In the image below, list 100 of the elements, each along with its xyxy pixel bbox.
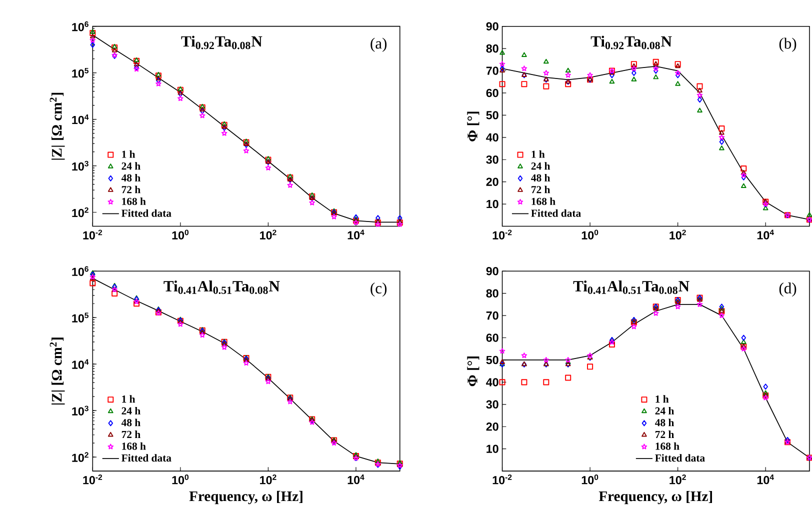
legend-label: 24 h: [655, 407, 674, 414]
legend-label: 72 h: [655, 430, 674, 438]
legend-label: 1 h: [122, 395, 136, 403]
legend-label: 168 h: [122, 442, 146, 450]
y-tick-label: 60: [486, 334, 498, 342]
point: [652, 66, 659, 72]
x-tick-label: 10$^{4}$: [348, 230, 364, 240]
point: [287, 182, 294, 188]
point: [740, 166, 747, 172]
point: [522, 52, 527, 58]
point: [719, 146, 724, 150]
point: [156, 78, 161, 84]
x-tick-label: 10$^{2}$: [670, 474, 686, 484]
point: [610, 72, 614, 78]
point: [90, 42, 96, 48]
y-tick-label: 10$^{5}$: [72, 312, 89, 323]
point: [221, 130, 228, 136]
point: [90, 34, 96, 38]
point: [609, 78, 615, 84]
point: [156, 76, 162, 80]
point: [697, 88, 702, 93]
y-tick-label: 10$^{4}$: [72, 114, 89, 124]
point: [243, 360, 250, 366]
y-tick-label: 10$^{3}$: [72, 161, 88, 171]
legend-label: 24 h: [122, 407, 140, 414]
y-tick-label: 10$^{6}$: [72, 266, 88, 276]
annotation: (b): [779, 38, 796, 52]
y-tick-label: 20: [486, 178, 498, 186]
point: [675, 81, 680, 86]
point: [565, 72, 571, 78]
point: [521, 66, 528, 72]
y-axis-title: Φ [°]: [467, 356, 480, 386]
annotation: (a): [370, 38, 387, 52]
legend-label: 24 h: [122, 162, 140, 170]
point: [696, 92, 703, 98]
point: [806, 212, 812, 218]
legend-label: 48 h: [121, 418, 140, 426]
legend-label: Fitted data: [121, 454, 172, 462]
point: [652, 58, 659, 65]
point: [696, 83, 703, 90]
point: [697, 297, 702, 302]
point: [587, 364, 594, 370]
point: [499, 61, 506, 67]
point: [500, 359, 505, 364]
y-axis-title: |Z| [Ω cm$^{2}$]: [50, 92, 65, 160]
point: [134, 62, 140, 66]
y-tick-label: 30: [486, 156, 498, 164]
x-tick-label: 10$^{2}$: [260, 474, 276, 484]
text: Ti$_{0.41}$Al$_{0.51}$Ta$_{0.08}$N: [164, 280, 280, 294]
y-tick-label: 40: [486, 378, 498, 386]
annotation: (d): [779, 282, 796, 297]
point: [652, 310, 659, 316]
legend-label: 48 h: [121, 174, 140, 182]
point: [521, 379, 528, 386]
y-tick-label: 20: [486, 422, 498, 431]
x-axis-title: Frequency, ω [Hz]: [189, 491, 302, 504]
x-tick-label: 10$^{-2}$: [492, 474, 512, 484]
legend-label: 168 h: [122, 198, 146, 206]
y-tick-label: 60: [486, 88, 498, 98]
y-tick-label: 40: [486, 133, 498, 142]
legend-label: 72 h: [532, 186, 550, 194]
point: [631, 324, 637, 330]
point: [222, 125, 227, 132]
y-tick-label: 80: [486, 289, 498, 298]
point: [331, 214, 337, 220]
point: [696, 302, 703, 308]
point: [697, 108, 702, 113]
y-tick-label: 90: [486, 22, 498, 31]
x-tick-label: 10$^{-2}$: [83, 230, 102, 240]
point: [740, 172, 747, 178]
point: [499, 348, 506, 354]
y-tick-label: 50: [486, 356, 498, 364]
point: [222, 124, 227, 129]
point: [265, 378, 272, 384]
legend-label: 1 h: [122, 150, 136, 158]
legend-label: 72 h: [122, 430, 140, 438]
y-tick-label: 80: [486, 44, 498, 53]
point: [565, 68, 571, 73]
x-tick-label: 10$^{0}$: [172, 474, 189, 484]
x-tick-label: 10$^{0}$: [582, 474, 598, 484]
y-tick-label: 10$^{2}$: [72, 452, 88, 462]
legend-label: 24 h: [531, 162, 550, 170]
y-tick-label: 70: [486, 312, 498, 320]
point: [543, 58, 549, 64]
point: [178, 321, 184, 327]
point: [740, 339, 746, 344]
point: [674, 304, 681, 310]
legend-label: 1 h: [656, 395, 669, 403]
x-tick-label: 10$^{2}$: [670, 230, 686, 240]
legend-label: Fitted data: [531, 209, 581, 217]
point: [499, 379, 506, 386]
point: [90, 37, 96, 43]
point: [718, 134, 725, 140]
point: [565, 81, 572, 88]
legend-label: 168 h: [656, 442, 680, 450]
y-tick-label: 50: [486, 111, 498, 120]
point: [178, 96, 184, 102]
point: [762, 390, 768, 396]
point: [609, 70, 615, 75]
point: [543, 70, 550, 76]
